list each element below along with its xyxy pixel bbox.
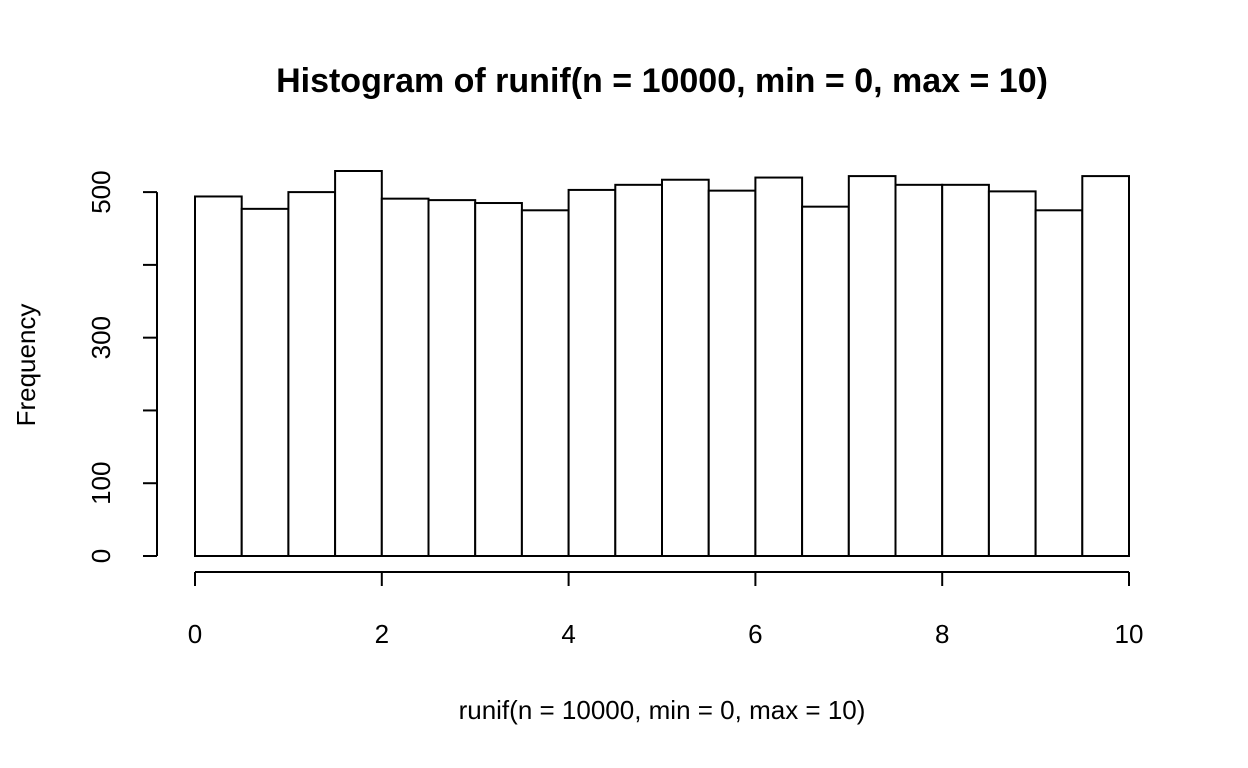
histogram-bar: [427, 199, 477, 557]
x-axis: 0 2 4 6 8 10: [188, 571, 1144, 649]
histogram-bar: [614, 183, 663, 557]
x-axis-label: runif(n = 10000, min = 0, max = 10): [459, 695, 866, 725]
histogram-bar: [380, 197, 430, 558]
chart-title: Histogram of runif(n = 10000, min = 0, m…: [276, 62, 1048, 100]
histogram-bar: [941, 183, 990, 557]
histogram-bar: [240, 207, 290, 557]
x-tick-label: 10: [1115, 619, 1144, 649]
histogram-bar: [1081, 175, 1131, 557]
histogram-bar: [567, 188, 617, 558]
bars-group: [194, 170, 1131, 558]
histogram-bar: [194, 195, 243, 557]
y-axis-label: Frequency: [11, 304, 41, 427]
x-tick-label: 4: [561, 619, 575, 649]
x-tick-label: 6: [748, 619, 762, 649]
histogram-bar: [894, 183, 944, 557]
x-tick-label: 2: [375, 619, 389, 649]
histogram-bar: [754, 176, 804, 558]
histogram-bar: [707, 189, 757, 558]
y-tick-label: 300: [86, 316, 116, 359]
histogram-bar: [801, 205, 850, 557]
histogram-bar: [1034, 209, 1084, 557]
histogram-bar: [334, 170, 383, 557]
histogram-bar: [287, 191, 337, 557]
y-tick-label: 0: [86, 549, 116, 563]
x-tick-label: 8: [935, 619, 949, 649]
y-axis: 0 100 300 500: [86, 170, 158, 563]
x-tick-label: 0: [188, 619, 202, 649]
histogram-bar: [987, 190, 1037, 557]
histogram-bar: [847, 175, 897, 557]
y-tick-label: 500: [86, 170, 116, 213]
y-tick-label: 100: [86, 462, 116, 505]
histogram-bar: [661, 178, 710, 557]
histogram-bar: [520, 209, 570, 557]
histogram-bar: [474, 202, 523, 558]
